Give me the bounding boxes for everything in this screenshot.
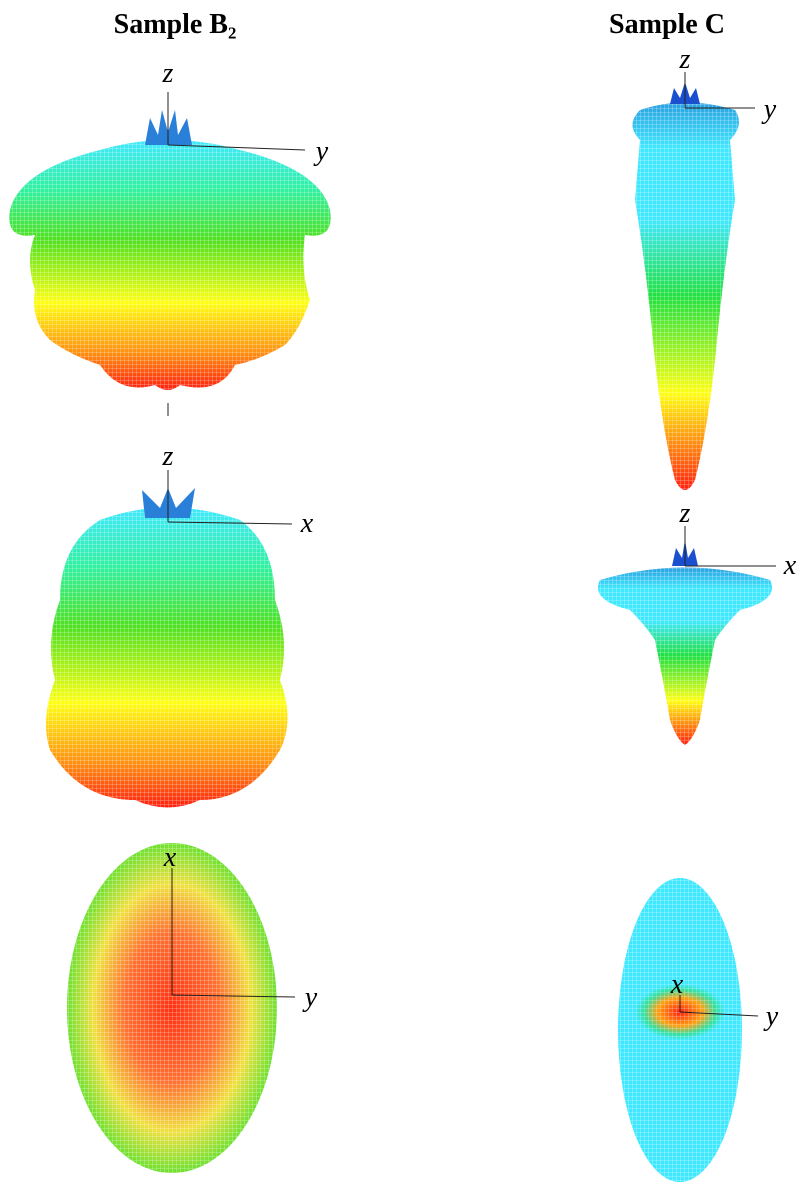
- surface: [598, 540, 772, 745]
- surface: [9, 110, 330, 390]
- axis-label: y: [761, 94, 777, 125]
- axis-label: y: [302, 982, 318, 1013]
- axis-label: x: [163, 842, 177, 873]
- column-title: Sample B₂: [114, 9, 237, 40]
- axis-label: z: [679, 44, 691, 75]
- axis-label: z: [679, 498, 691, 529]
- surface: [633, 82, 740, 490]
- surface: [618, 878, 742, 1182]
- axis-label: y: [763, 1001, 779, 1032]
- axis-label: x: [300, 508, 314, 539]
- figure: Sample B₂ Sample C z y z x x y z y z x: [0, 0, 803, 1191]
- axis-label: x: [783, 550, 797, 581]
- column-title: Sample C: [609, 9, 725, 40]
- axis-label: z: [162, 58, 174, 89]
- surface: [46, 488, 288, 808]
- page: Sample B₂ Sample C z y z x x y z y z x: [0, 0, 803, 1191]
- axis-label: x: [670, 969, 684, 1000]
- axis-label: z: [162, 441, 174, 472]
- axis-label: y: [313, 136, 329, 167]
